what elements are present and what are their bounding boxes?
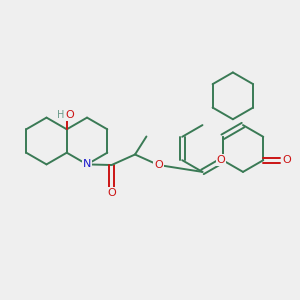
Text: O: O — [154, 160, 163, 170]
Text: O: O — [107, 188, 116, 198]
Text: O: O — [282, 155, 291, 165]
Text: N: N — [83, 159, 91, 170]
Text: O: O — [217, 155, 226, 165]
Text: O: O — [65, 110, 74, 120]
Text: H: H — [57, 110, 64, 120]
